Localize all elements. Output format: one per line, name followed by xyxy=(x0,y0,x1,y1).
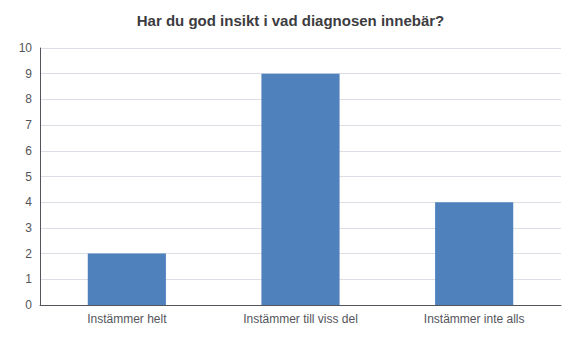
svg-text:8: 8 xyxy=(25,92,32,106)
svg-text:3: 3 xyxy=(25,221,32,235)
svg-text:Instämmer inte alls: Instämmer inte alls xyxy=(424,312,525,326)
svg-text:Instämmer helt: Instämmer helt xyxy=(87,312,167,326)
svg-text:7: 7 xyxy=(25,118,32,132)
svg-text:4: 4 xyxy=(25,195,32,209)
svg-text:10: 10 xyxy=(19,41,33,55)
svg-text:5: 5 xyxy=(25,170,32,184)
svg-text:6: 6 xyxy=(25,144,32,158)
svg-text:1: 1 xyxy=(25,272,32,286)
svg-text:9: 9 xyxy=(25,67,32,81)
svg-text:Instämmer till viss del: Instämmer till viss del xyxy=(243,312,358,326)
svg-text:2: 2 xyxy=(25,247,32,261)
svg-text:0: 0 xyxy=(25,298,32,312)
svg-text:Har du god insikt i vad diagno: Har du god insikt i vad diagnosen innebä… xyxy=(137,12,445,29)
